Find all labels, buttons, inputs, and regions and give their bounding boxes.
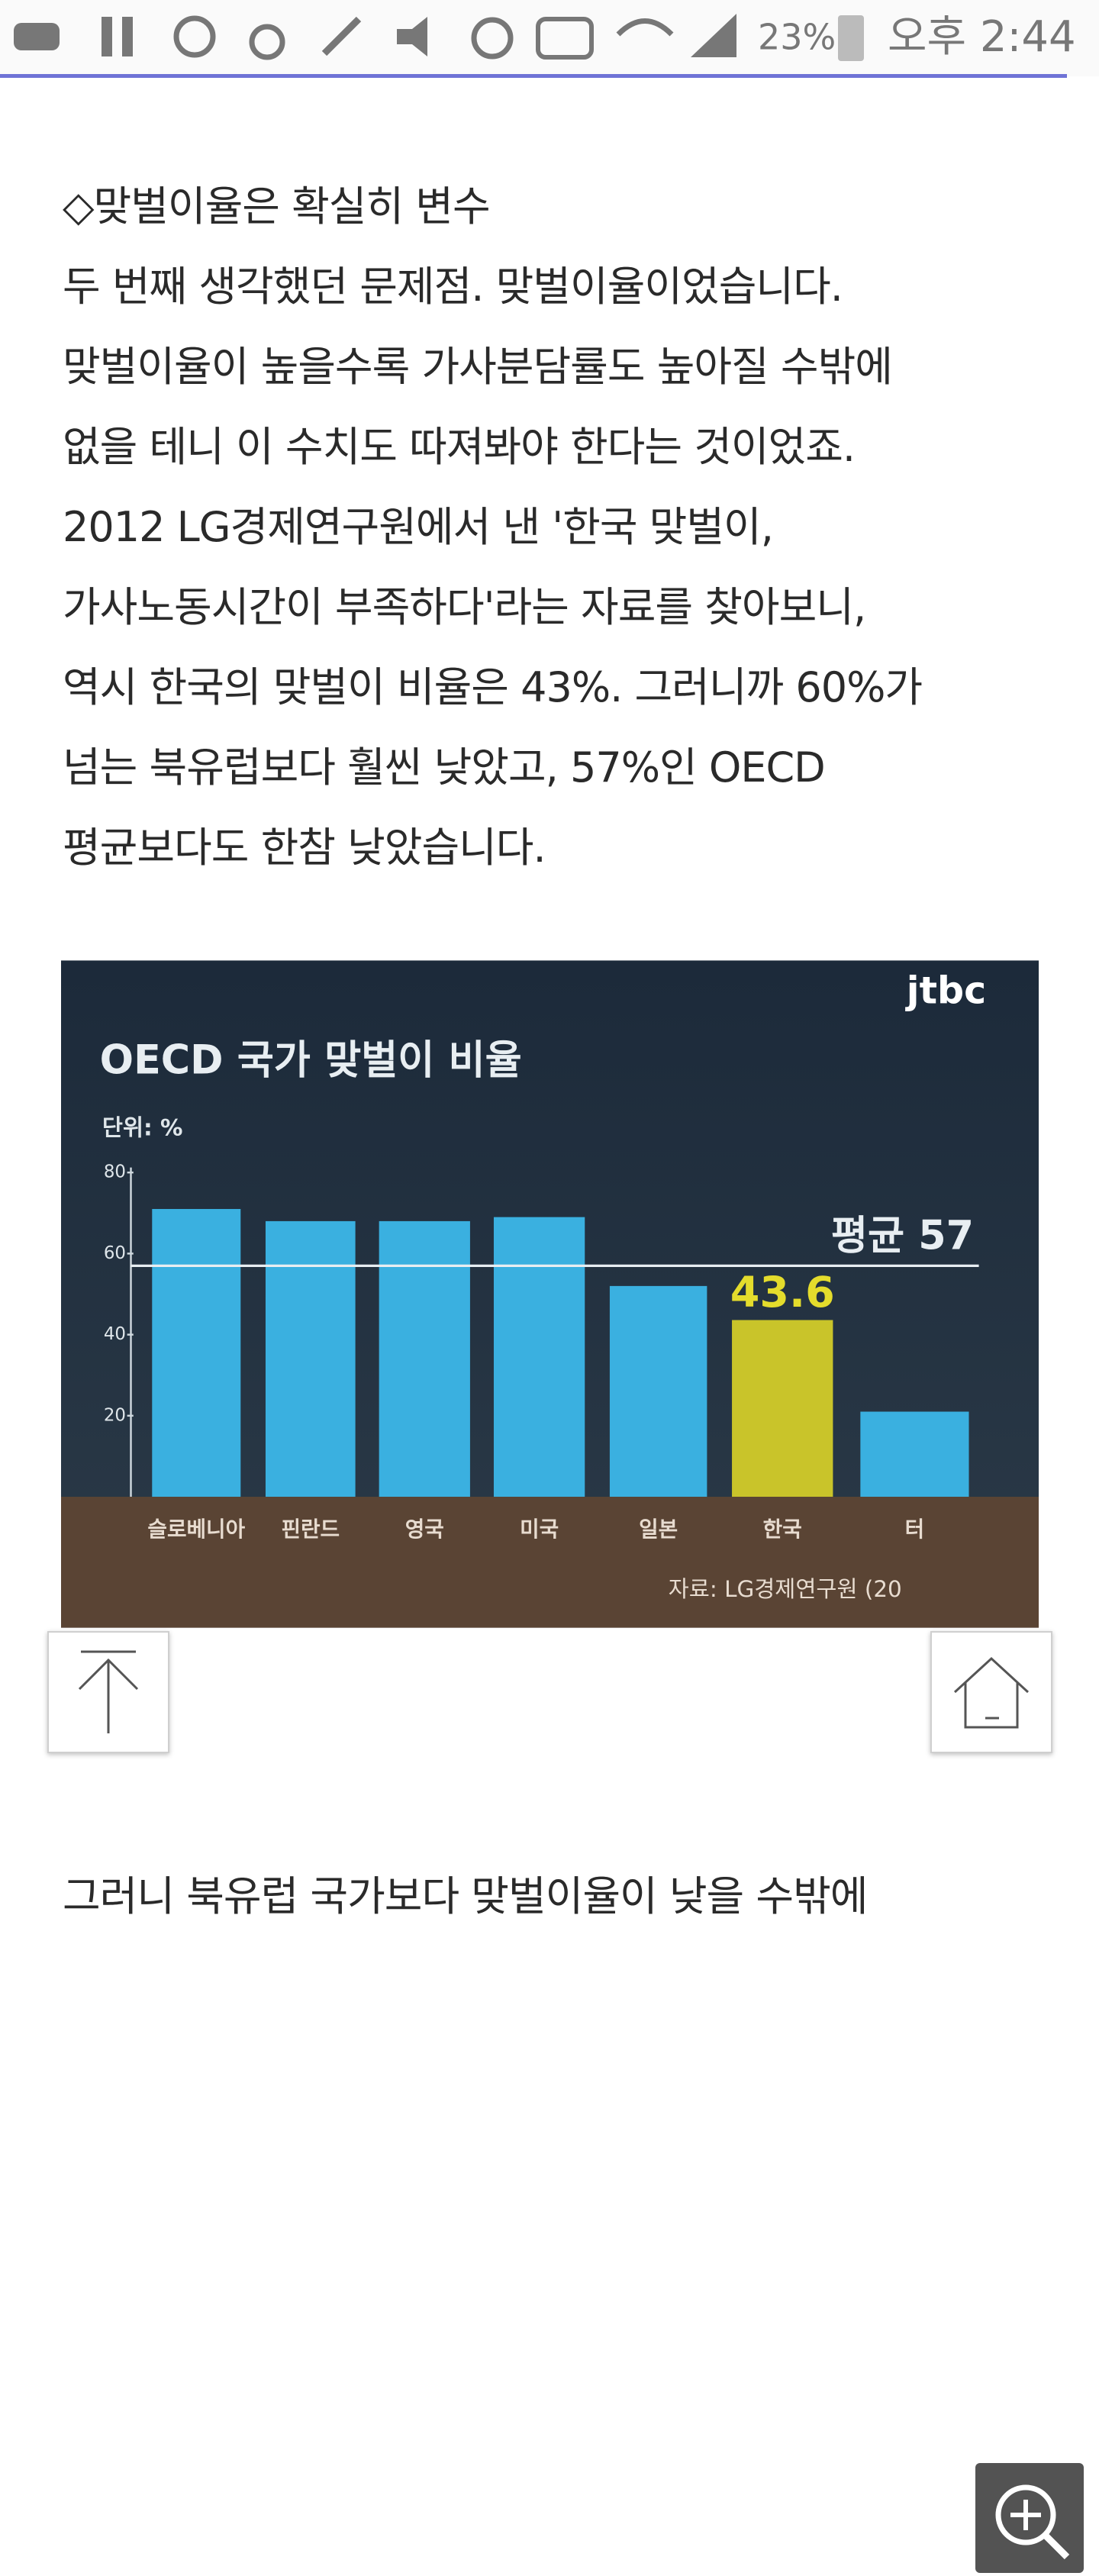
x-tick-label: 한국	[763, 1517, 802, 1542]
icon	[173, 15, 216, 58]
paragraph-line: 가사노동시간이 부족하다'라는 자료를 찾아보니,	[63, 583, 866, 631]
chart: jtbc OECD 국가 맞벌이 비율 단위: % 20 40 60 80 슬로베니아 핀…	[61, 960, 1039, 1628]
unit-label: 단위: %	[102, 1115, 183, 1141]
paragraph-line: 역시 한국의 맞벌이 비율은 43%. 그러니까 60%가	[63, 663, 923, 711]
y-tick-label: 40	[104, 1324, 126, 1344]
y-tick-label: 80	[104, 1162, 126, 1182]
icon	[616, 18, 674, 37]
article-image[interactable]: jtbc OECD 국가 맞벌이 비율 단위: % 20 40 60 80 슬로베니아 핀…	[61, 960, 1084, 2573]
battery-text: 23%	[758, 17, 836, 58]
source-note: 자료: LG경제연구원 (20	[669, 1576, 902, 1602]
icon	[14, 23, 60, 50]
status-bar: 23% 오후 2:44	[0, 0, 1099, 78]
progress-line	[0, 74, 1067, 78]
paragraph-line: 맞벌이율이 높을수록 가사분담률도 높아질 수밖에	[63, 343, 893, 391]
x-tick-label: 슬로베니아	[147, 1517, 245, 1542]
icon	[321, 16, 362, 56]
icon	[102, 17, 112, 56]
paragraph-line: 2012 LG경제연구원에서 낸 '한국 맞벌이,	[63, 503, 774, 551]
home-icon	[953, 1656, 1030, 1729]
paragraph-line: 평균보다도 한참 낮았습니다.	[63, 824, 546, 872]
y-tick-label: 20	[104, 1405, 126, 1425]
average-label: 평균 57	[831, 1212, 974, 1259]
paragraph-line: 없을 테니 이 수치도 따져봐야 한다는 것이었죠.	[63, 423, 856, 471]
bar	[265, 1220, 356, 1498]
icon	[691, 14, 736, 57]
x-tick-label: 영국	[405, 1517, 444, 1542]
bar	[493, 1217, 585, 1498]
icon	[471, 17, 514, 60]
value-label: 43.6	[730, 1268, 835, 1317]
clock: 오후 2:44	[888, 12, 1076, 62]
bar	[609, 1285, 707, 1498]
paragraph-line: 두 번째 생각했던 문제점. 맞벌이율이었습니다.	[63, 263, 843, 311]
zoom-icon	[995, 2484, 1070, 2560]
y-tick-label: 60	[104, 1243, 126, 1263]
home-button[interactable]	[930, 1631, 1052, 1753]
x-tick-label: 일본	[639, 1517, 678, 1542]
x-tick-label: 미국	[520, 1517, 559, 1542]
heading: ◇맞벌이율은 확실히 변수	[63, 182, 491, 231]
zoom-button[interactable]	[975, 2463, 1084, 2573]
icon	[249, 24, 285, 60]
status-icons: 23% 오후 2:44	[14, 12, 1076, 62]
x-tick-label: 핀란드	[281, 1517, 340, 1542]
logo: jtbc	[905, 969, 986, 1012]
x-tick-label: 터	[905, 1517, 925, 1542]
icon	[122, 17, 133, 56]
bar	[379, 1220, 470, 1498]
arrow-up-icon	[78, 1650, 139, 1733]
icon	[536, 17, 594, 60]
scroll-top-button[interactable]	[47, 1631, 169, 1753]
paragraph-line: 넘는 북유럽보다 훨씬 낮았고, 57%인 OECD	[63, 743, 826, 791]
bar	[732, 1320, 833, 1498]
bar	[860, 1411, 969, 1498]
chart-title: OECD 국가 맞벌이 비율	[100, 1037, 522, 1083]
wood-strip	[61, 1497, 1039, 1628]
bar	[152, 1208, 241, 1498]
icon	[838, 15, 864, 61]
paragraph-line: 그러니 북유럽 국가보다 맞벌이율이 낮을 수밖에	[63, 1872, 868, 1920]
icon	[397, 17, 427, 56]
